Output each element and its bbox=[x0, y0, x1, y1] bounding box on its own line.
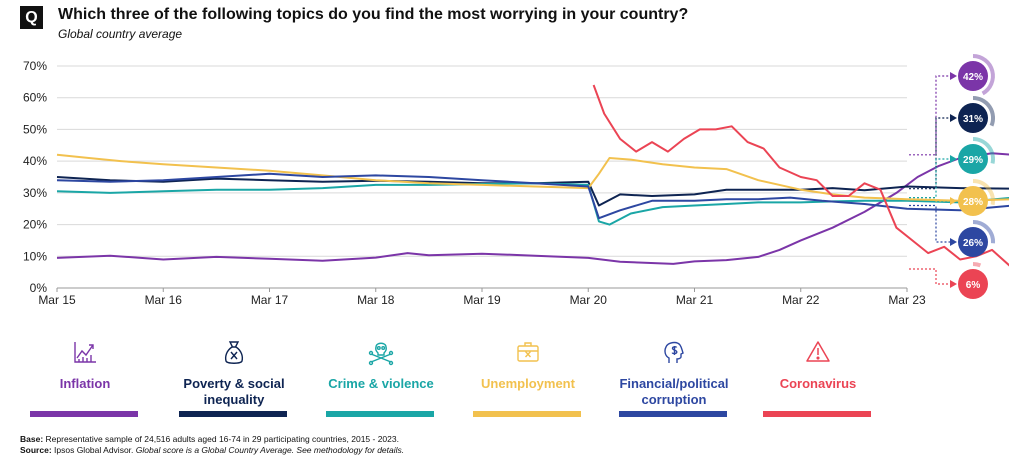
y-axis-ticks: 0% 10% 20% 30% 40% 50% 60% 70% bbox=[23, 59, 47, 295]
legend-label: Unemployment bbox=[481, 376, 575, 391]
callout-circle bbox=[958, 269, 988, 299]
series-line bbox=[56, 152, 1009, 265]
callout-arrowhead bbox=[950, 114, 957, 122]
series-line bbox=[56, 176, 1009, 207]
x-tick-label: Mar 22 bbox=[782, 293, 820, 307]
series-line bbox=[56, 153, 1009, 202]
x-tick-label: Mar 15 bbox=[38, 293, 76, 307]
callout-arrowhead bbox=[950, 197, 957, 205]
x-tick-label: Mar 17 bbox=[251, 293, 289, 307]
y-tick-label: 70% bbox=[23, 59, 47, 73]
legend-item-corruption: Financial/political corruption bbox=[599, 338, 749, 417]
footnote: Base: Representative sample of 24,516 ad… bbox=[20, 434, 404, 456]
callout-ring bbox=[972, 261, 982, 268]
callout-connector bbox=[909, 117, 950, 190]
money-bag-icon bbox=[224, 341, 244, 364]
legend-swatch bbox=[619, 411, 727, 417]
chart-title: Which three of the following topics do y… bbox=[58, 6, 689, 23]
legend-item-unemployment: Unemployment bbox=[453, 338, 603, 417]
legend-swatch bbox=[30, 411, 138, 417]
callout-ring bbox=[972, 54, 995, 96]
callout-value-label: 29% bbox=[963, 155, 983, 166]
y-tick-label: 20% bbox=[23, 218, 47, 232]
question-badge: Q bbox=[20, 6, 43, 29]
callout-value-label: 42% bbox=[963, 72, 983, 83]
y-tick-label: 40% bbox=[23, 154, 47, 168]
footnote-source: Source: Ipsos Global Advisor. Global sco… bbox=[20, 445, 405, 455]
callout-circle bbox=[958, 144, 988, 174]
gridlines bbox=[57, 65, 907, 289]
callout-circle bbox=[958, 186, 988, 216]
callout-arrowhead bbox=[950, 238, 957, 246]
legend-item-coronavirus: Coronavirus bbox=[743, 338, 893, 417]
legend-swatch bbox=[179, 411, 287, 417]
legend-item-poverty: Poverty & social inequality bbox=[159, 338, 309, 417]
footnote-base: Base: Representative sample of 24,516 ad… bbox=[20, 434, 399, 444]
callout-ring bbox=[972, 95, 996, 127]
callout-value-label: 26% bbox=[963, 238, 983, 249]
skull-icon bbox=[368, 342, 394, 366]
legend-label: Inflation bbox=[59, 376, 111, 391]
callout-value-label: 28% bbox=[963, 197, 983, 208]
legend-label: Crime & violence bbox=[328, 376, 434, 391]
legend-swatch bbox=[763, 411, 871, 417]
callout-circle bbox=[958, 61, 988, 91]
y-tick-label: 50% bbox=[23, 122, 47, 136]
x-tick-label: Mar 20 bbox=[570, 293, 608, 307]
legend-swatch bbox=[473, 411, 581, 417]
legend-label: Poverty & social inequality bbox=[183, 376, 285, 407]
chart-subtitle: Global country average bbox=[58, 27, 183, 41]
callout-connector bbox=[909, 158, 950, 199]
y-tick-label: 0% bbox=[30, 281, 48, 295]
legend-item-crime: Crime & violence bbox=[306, 338, 456, 417]
x-axis-ticks: Mar 15 Mar 16 Mar 17 Mar 18 Mar 19 Mar 20 Mar … bbox=[38, 288, 926, 307]
callout-connector bbox=[909, 198, 950, 202]
series-line bbox=[592, 84, 1009, 267]
callout-ring bbox=[972, 219, 996, 244]
head-dollar-icon bbox=[664, 341, 684, 363]
x-tick-label: Mar 21 bbox=[676, 293, 714, 307]
legend-label: Coronavirus bbox=[779, 376, 857, 391]
callout-arrowhead bbox=[950, 280, 957, 288]
callout-value-label: 6% bbox=[966, 280, 981, 291]
y-tick-label: 30% bbox=[23, 186, 47, 200]
callout-value-label: 31% bbox=[963, 114, 983, 125]
callout-connector bbox=[909, 75, 950, 156]
callout-circle bbox=[958, 227, 988, 257]
end-value-callouts: 42% 31% 29% 28% 26% 6% bbox=[909, 54, 996, 299]
line-chart: 0%10%20%30%40%50%60%70% Mar 15 Mar 16 Mar … bbox=[23, 54, 1009, 307]
y-tick-label: 60% bbox=[23, 91, 47, 105]
callout-ring bbox=[972, 179, 995, 206]
series-line bbox=[56, 172, 1009, 220]
x-tick-label: Mar 18 bbox=[357, 293, 395, 307]
x-tick-label: Mar 19 bbox=[463, 293, 501, 307]
callout-connector bbox=[909, 204, 950, 243]
y-tick-label: 10% bbox=[23, 249, 47, 263]
callout-circle bbox=[958, 103, 988, 133]
legend-item-inflation: Inflation bbox=[10, 338, 160, 417]
callout-arrowhead bbox=[950, 155, 957, 163]
callout-ring bbox=[972, 137, 995, 164]
series-lines bbox=[56, 84, 1009, 267]
legend-label: Financial/political corruption bbox=[619, 376, 729, 407]
x-tick-label: Mar 16 bbox=[145, 293, 183, 307]
legend-swatch bbox=[326, 411, 434, 417]
x-tick-label: Mar 23 bbox=[888, 293, 926, 307]
callout-arrowhead bbox=[950, 72, 957, 80]
chart-icon bbox=[74, 342, 96, 363]
callout-connector bbox=[909, 268, 950, 285]
briefcase-icon bbox=[517, 342, 539, 362]
warning-icon bbox=[806, 341, 830, 362]
